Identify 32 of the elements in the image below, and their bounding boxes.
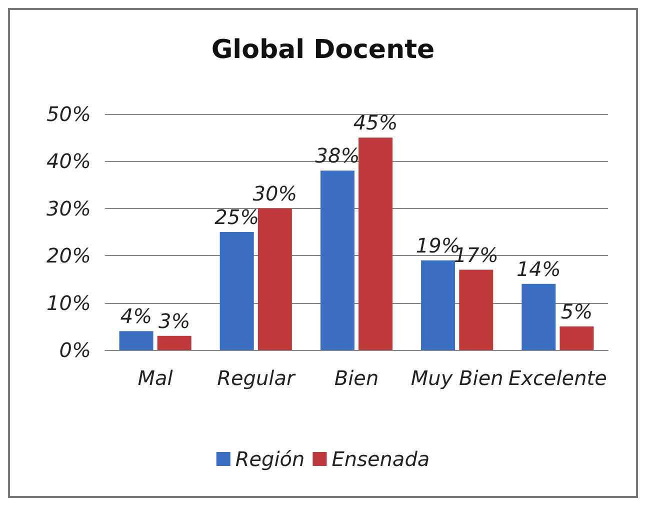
bar [522,284,556,350]
y-tick-label: 20% [46,244,91,268]
x-tick-label: Bien [334,366,379,390]
y-tick-label: 30% [46,196,91,220]
chart-title: Global Docente [211,35,435,65]
y-tick-label: 40% [46,149,91,174]
y-tick-label: 10% [46,290,91,315]
x-tick-label: Excelente [508,366,607,390]
legend-label: Región [235,447,305,471]
x-tick-label: Regular [217,366,296,390]
bar [459,270,494,350]
data-label: 3% [158,308,190,333]
bar [320,170,354,350]
bar [258,208,292,350]
y-tick-label: 50% [46,102,91,126]
data-label: 38% [315,144,360,168]
bar [220,232,254,350]
bar [119,331,154,350]
data-label: 5% [560,299,593,324]
data-label: 45% [353,110,398,135]
data-label: 25% [214,205,260,229]
data-label: 30% [252,181,298,206]
bar [358,138,393,350]
bar [560,326,594,350]
data-label: 4% [120,304,152,328]
bar [421,260,456,350]
x-tick-label: Mal [138,366,174,390]
bar [157,336,192,350]
x-tick-label: Muy Bien [410,366,504,390]
y-tick-label: 0% [59,338,91,362]
data-label: 14% [516,256,561,281]
legend-label: Ensenada [332,447,430,471]
